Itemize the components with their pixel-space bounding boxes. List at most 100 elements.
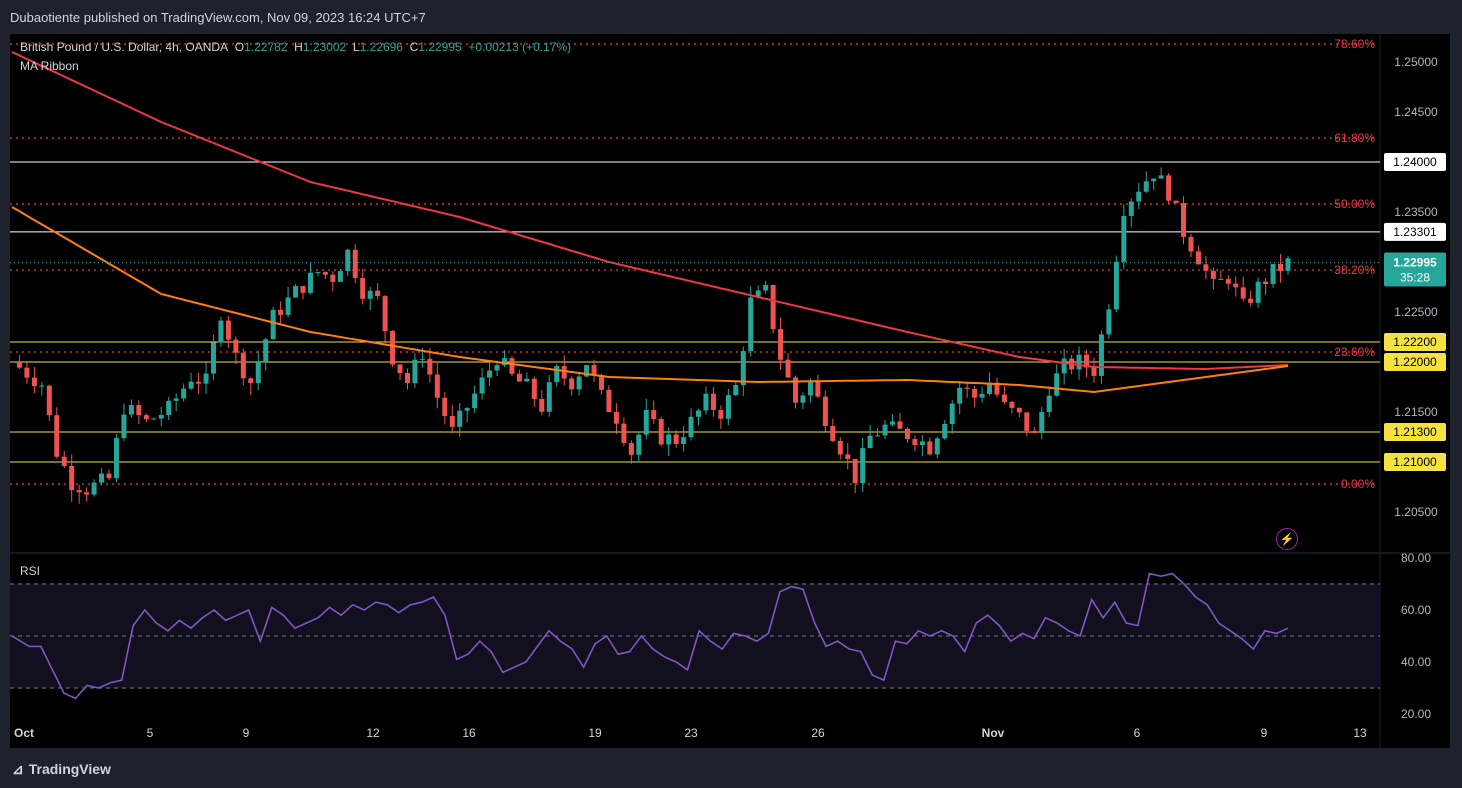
candle-body xyxy=(927,441,933,455)
candle-body xyxy=(1143,181,1149,192)
candle-body xyxy=(113,438,119,479)
candle-body xyxy=(554,366,560,383)
symbol-legend: British Pound / U.S. Dollar, 4h, OANDA O… xyxy=(20,40,571,54)
candle-body xyxy=(270,309,276,340)
fib-label: 50.00% xyxy=(1334,197,1375,211)
open-value: 1.22782 xyxy=(244,40,288,54)
x-tick-label: Oct xyxy=(14,726,34,740)
candle-body xyxy=(136,405,142,416)
level-tag-text: 1.21300 xyxy=(1393,425,1437,439)
candle-body xyxy=(322,272,328,275)
ma-fast-line xyxy=(11,206,1289,394)
candle-body xyxy=(143,415,149,420)
candle-body xyxy=(696,410,702,417)
candle-body xyxy=(210,342,216,374)
candle-body xyxy=(501,358,507,366)
candle-body xyxy=(1248,298,1254,303)
x-tick-label: 5 xyxy=(147,726,154,740)
candle-body xyxy=(919,441,925,445)
candle-body xyxy=(1173,200,1179,204)
candle-body xyxy=(1098,334,1104,376)
candle-body xyxy=(367,290,373,299)
x-tick-label: 13 xyxy=(1353,726,1367,740)
candle-body xyxy=(1121,215,1127,262)
candle-body xyxy=(524,378,530,382)
candle-body xyxy=(531,378,537,399)
candle-body xyxy=(957,387,963,404)
candle-body xyxy=(1233,283,1239,288)
tv-logo-icon: ⊿ xyxy=(12,761,24,777)
candle-body xyxy=(546,382,552,412)
candle-body xyxy=(763,285,769,291)
indicator-label[interactable]: MA Ribbon xyxy=(20,59,79,73)
candle-body xyxy=(248,378,254,384)
candle-body xyxy=(576,376,582,390)
candle-body xyxy=(539,398,545,412)
candle-body xyxy=(1203,264,1209,271)
candle-body xyxy=(1188,236,1194,252)
candle-body xyxy=(628,442,634,455)
candle-body xyxy=(419,358,425,360)
level-tag xyxy=(1384,423,1446,441)
candle-body xyxy=(710,393,716,410)
candle-body xyxy=(315,272,321,274)
tv-brand: TradingView xyxy=(28,761,111,777)
change-value: +0.00213 (+0.17%) xyxy=(468,40,572,54)
candle-body xyxy=(584,365,590,377)
candle-body xyxy=(1046,395,1052,413)
candle-body xyxy=(934,438,940,455)
candle-body xyxy=(815,380,821,397)
publisher-text: Dubaotiente published on TradingView.com… xyxy=(10,10,426,25)
candle-body xyxy=(860,448,866,483)
candle-body xyxy=(516,373,522,382)
candle-body xyxy=(24,367,30,378)
candle-body xyxy=(912,439,918,445)
candle-body xyxy=(255,361,261,384)
candle-body xyxy=(651,410,657,419)
candle-body xyxy=(890,421,896,425)
candle-body xyxy=(181,388,187,399)
candle-body xyxy=(972,388,978,398)
low-label: L xyxy=(352,40,360,54)
candle-body xyxy=(382,296,388,332)
candle-body xyxy=(300,286,306,293)
candle-body xyxy=(121,414,127,439)
candle-body xyxy=(666,434,672,445)
fib-label: 61.80% xyxy=(1334,131,1375,145)
candle-body xyxy=(84,492,90,495)
candle-body xyxy=(748,297,754,351)
candle-body xyxy=(591,365,597,376)
candle-body xyxy=(1263,281,1269,285)
rsi-label[interactable]: RSI xyxy=(20,564,41,578)
candle-body xyxy=(1285,258,1291,271)
candle-body xyxy=(1255,281,1261,303)
fib-label: 38.20% xyxy=(1334,263,1375,277)
rsi-tick-label: 60.00 xyxy=(1401,603,1431,617)
candle-body xyxy=(867,435,873,449)
rsi-band xyxy=(10,584,1380,688)
candle-body xyxy=(1240,287,1246,299)
candle-body xyxy=(158,414,164,419)
candle-body xyxy=(1136,191,1142,202)
lightning-icon[interactable]: ⚡ xyxy=(1276,528,1298,550)
open-label: O xyxy=(234,40,245,54)
candle-body xyxy=(375,290,381,297)
tradingview-logo[interactable]: ⊿ TradingView xyxy=(12,761,111,778)
candle-body xyxy=(427,358,433,375)
candle-body xyxy=(897,421,903,429)
candle-body xyxy=(964,387,970,389)
candle-body xyxy=(561,366,567,379)
x-tick-label: 9 xyxy=(1261,726,1268,740)
candle-body xyxy=(442,397,448,417)
candle-body xyxy=(1091,367,1097,376)
candle-body xyxy=(837,440,843,455)
candle-body xyxy=(203,373,209,384)
candle-body xyxy=(658,418,664,445)
candle-body xyxy=(188,381,194,389)
y-tick-label: 1.24500 xyxy=(1394,105,1438,119)
level-tag xyxy=(1384,153,1446,171)
candle-body xyxy=(1001,394,1007,402)
candle-body xyxy=(509,358,515,374)
candle-body xyxy=(240,352,246,379)
